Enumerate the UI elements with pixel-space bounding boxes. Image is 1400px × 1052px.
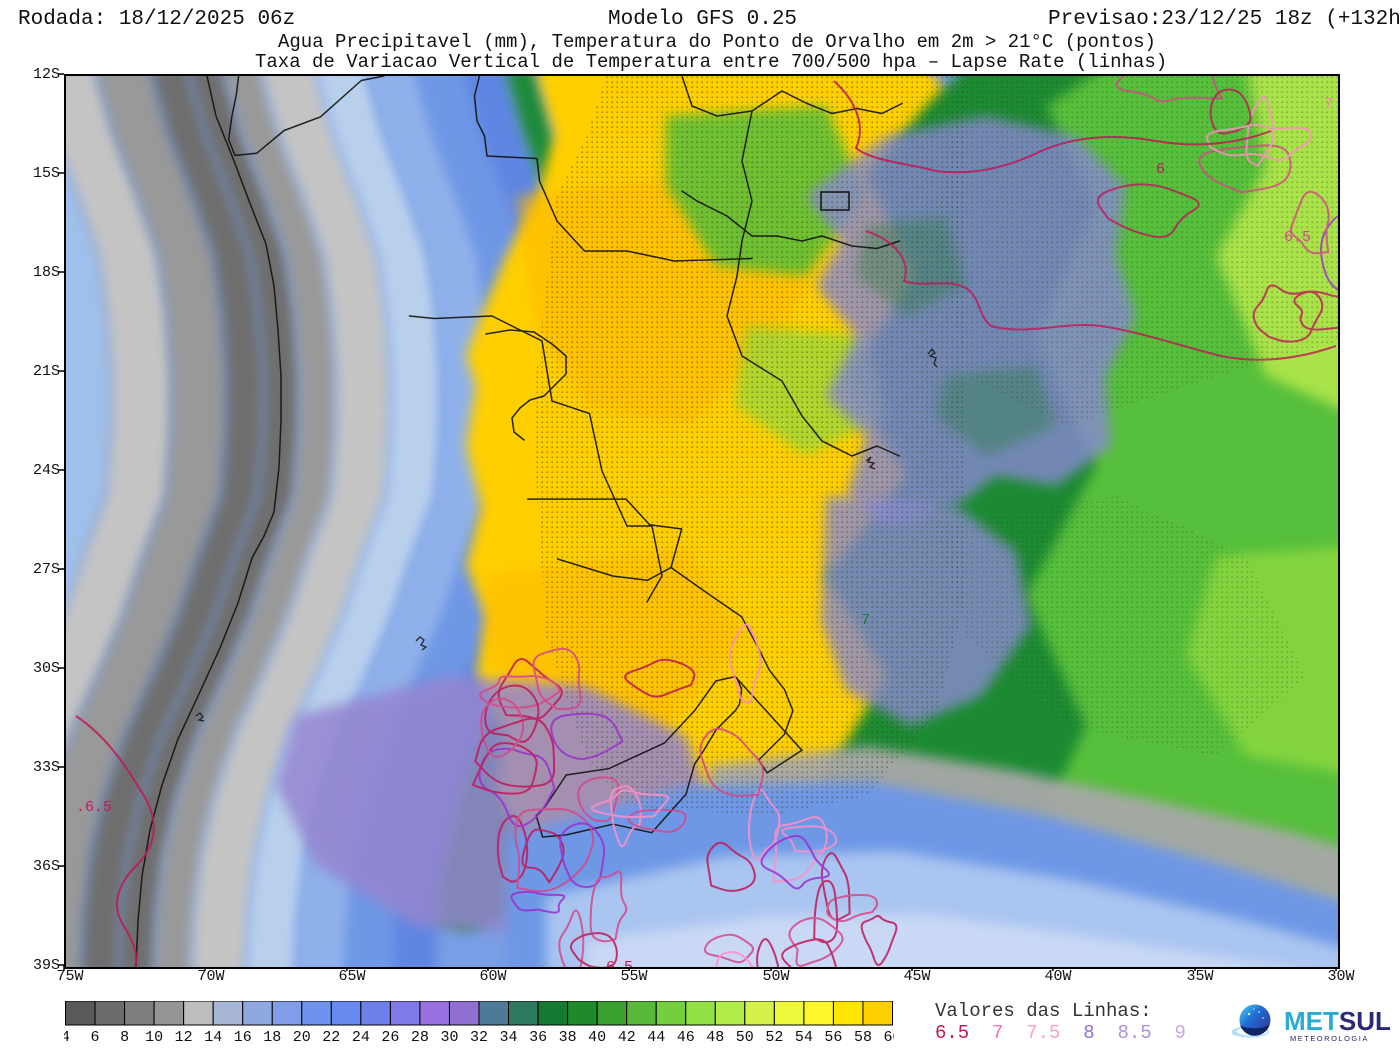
svg-text:24: 24 [352, 1029, 370, 1046]
svg-text:METSUL: METSUL [1284, 1006, 1391, 1036]
svg-text:10: 10 [145, 1029, 163, 1046]
svg-text:26: 26 [381, 1029, 399, 1046]
svg-text:6.5: 6.5 [606, 959, 633, 967]
svg-text:60: 60 [883, 1029, 894, 1046]
svg-text:8: 8 [120, 1029, 129, 1046]
svg-text:36: 36 [529, 1029, 547, 1046]
svg-text:14: 14 [204, 1029, 222, 1046]
svg-text:56: 56 [824, 1029, 842, 1046]
svg-text:32: 32 [470, 1029, 488, 1046]
svg-text:50: 50 [736, 1029, 754, 1046]
svg-text:4: 4 [64, 1029, 70, 1046]
svg-text:6.5: 6.5 [1284, 229, 1311, 246]
svg-text:46: 46 [677, 1029, 695, 1046]
svg-text:54: 54 [795, 1029, 813, 1046]
svg-text:48: 48 [706, 1029, 724, 1046]
svg-text:METEOROLOGIA: METEOROLOGIA [1290, 1034, 1369, 1043]
svg-text:44: 44 [647, 1029, 665, 1046]
svg-text:30: 30 [440, 1029, 458, 1046]
svg-text:16: 16 [234, 1029, 252, 1046]
svg-text:20: 20 [293, 1029, 311, 1046]
svg-text:7: 7 [861, 612, 870, 629]
svg-text:40: 40 [588, 1029, 606, 1046]
svg-text:12: 12 [175, 1029, 193, 1046]
svg-text:28: 28 [411, 1029, 429, 1046]
svg-text:38: 38 [559, 1029, 577, 1046]
svg-text:18: 18 [263, 1029, 281, 1046]
svg-text:.6.5: .6.5 [76, 799, 112, 816]
svg-text:6: 6 [1156, 161, 1165, 178]
svg-text:34: 34 [499, 1029, 517, 1046]
svg-text:58: 58 [854, 1029, 872, 1046]
svg-text:22: 22 [322, 1029, 340, 1046]
svg-text:42: 42 [618, 1029, 636, 1046]
svg-text:7: 7 [1324, 96, 1333, 113]
svg-text:52: 52 [765, 1029, 783, 1046]
svg-text:6: 6 [90, 1029, 99, 1046]
